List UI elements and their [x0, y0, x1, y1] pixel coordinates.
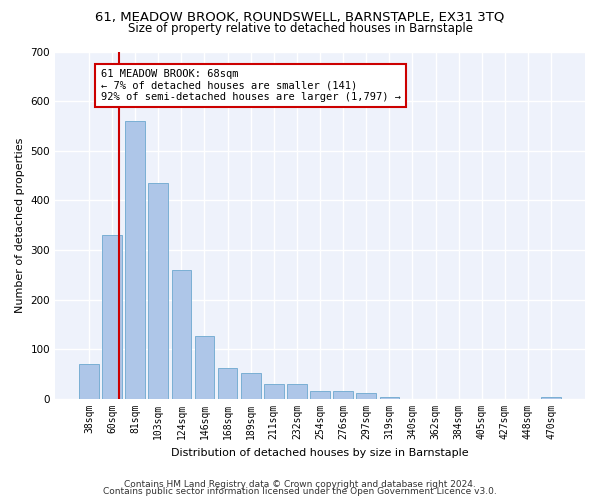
Bar [356, 393, 376, 399]
Bar [334, 390, 353, 399]
Text: Contains HM Land Registry data © Crown copyright and database right 2024.: Contains HM Land Registry data © Crown c… [124, 480, 476, 489]
Bar [125, 121, 145, 399]
Bar [172, 270, 191, 399]
Bar [102, 235, 122, 399]
Text: 61 MEADOW BROOK: 68sqm
← 7% of detached houses are smaller (141)
92% of semi-det: 61 MEADOW BROOK: 68sqm ← 7% of detached … [101, 69, 401, 102]
Bar [264, 384, 284, 399]
Bar [148, 183, 168, 399]
Text: Size of property relative to detached houses in Barnstaple: Size of property relative to detached ho… [128, 22, 473, 35]
Bar [310, 390, 330, 399]
Text: 61, MEADOW BROOK, ROUNDSWELL, BARNSTAPLE, EX31 3TQ: 61, MEADOW BROOK, ROUNDSWELL, BARNSTAPLE… [95, 11, 505, 24]
Bar [541, 396, 561, 399]
Bar [287, 384, 307, 399]
Bar [194, 336, 214, 399]
Text: Contains public sector information licensed under the Open Government Licence v3: Contains public sector information licen… [103, 487, 497, 496]
Bar [241, 372, 260, 399]
Y-axis label: Number of detached properties: Number of detached properties [15, 138, 25, 313]
Bar [79, 364, 99, 399]
X-axis label: Distribution of detached houses by size in Barnstaple: Distribution of detached houses by size … [171, 448, 469, 458]
Bar [218, 368, 238, 399]
Bar [380, 396, 399, 399]
